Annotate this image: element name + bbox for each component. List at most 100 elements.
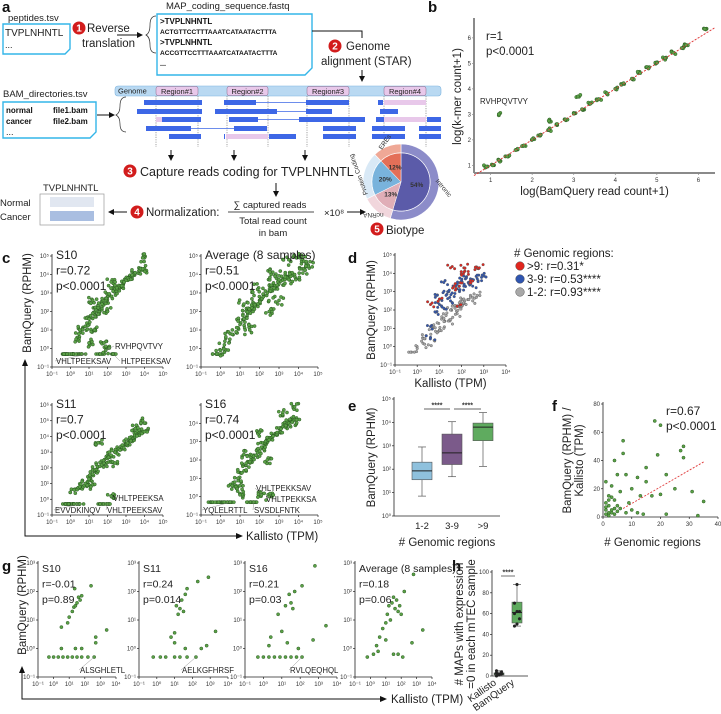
data-point [267, 643, 271, 648]
data-point [135, 434, 139, 438]
aligned-read [372, 134, 405, 139]
y-tick-label: 10⁴ [383, 270, 393, 277]
peptide-annotation: SVSDLFNTK [254, 506, 301, 515]
data-point [310, 265, 315, 269]
annotation-leader [78, 656, 95, 671]
data-point [604, 505, 608, 509]
data-point [462, 282, 466, 286]
data-point [87, 320, 92, 324]
data-point [172, 641, 177, 645]
data-point [644, 465, 648, 470]
y-tick-label: 10⁰ [343, 646, 353, 653]
data-point [140, 431, 144, 436]
data-point [65, 655, 70, 659]
data-point [100, 296, 104, 301]
y-tick-label: 10⁵ [382, 396, 392, 403]
data-point [287, 271, 292, 276]
y-axis-title: log(k-mer count+1) [452, 48, 464, 145]
data-point [76, 595, 81, 600]
data-point [283, 603, 288, 608]
data-point [684, 43, 688, 47]
data-point [113, 283, 117, 288]
data-point [268, 275, 272, 280]
y-axis-title: Kallisto (TPM) [574, 424, 586, 496]
data-point [75, 655, 79, 659]
annotation-leader [112, 353, 121, 362]
data-point [402, 589, 407, 594]
data-point [287, 592, 291, 597]
y-tick-label: 10⁰ [383, 344, 393, 351]
y-tick-label: 0 [597, 515, 601, 521]
data-point [415, 350, 419, 354]
x-tick-label: 10⁻¹ [46, 520, 58, 526]
data-point [255, 287, 260, 292]
genome-label: Genome [118, 87, 147, 96]
chart-stat: p<0.0001 [666, 419, 717, 433]
bam-file-box [2, 101, 97, 139]
data-point [111, 289, 115, 293]
data-point [440, 296, 444, 300]
bam-ellipsis: ... [6, 127, 14, 137]
aligned-read [169, 134, 201, 139]
y-tick-label: 10⁻¹ [23, 675, 35, 681]
data-point [259, 445, 264, 449]
x-tick-label: 10¹ [85, 520, 94, 526]
data-point [604, 512, 608, 516]
chart-c4: 10⁻¹ 10⁰ 10¹ 10² 10³ 10⁴ 10⁻¹ 10⁰ 10¹ 10² 10³ 10⁴ 10… [186, 397, 323, 526]
data-point [475, 273, 479, 277]
data-point [271, 307, 276, 311]
data-point [89, 584, 93, 588]
formula-denominator: Total read count [239, 216, 307, 227]
chart-stat: r=0.67 [666, 404, 701, 418]
data-point [292, 589, 297, 594]
data-point [555, 122, 560, 126]
data-point [294, 256, 299, 260]
y-tick-label: 10⁻¹ [380, 363, 392, 369]
panel-label-f: f [552, 398, 558, 415]
y-tick-label: 10⁻¹ [37, 365, 49, 371]
data-point [214, 352, 219, 356]
data-point [172, 631, 177, 635]
y-tick-label: 10³ [40, 450, 49, 456]
data-point [268, 635, 273, 639]
x-tick-label: 10⁻¹ [133, 682, 145, 688]
aligned-read [162, 117, 201, 122]
y-tick-label: 10² [189, 310, 198, 316]
data-point [248, 311, 253, 316]
data-point [232, 475, 237, 480]
x-tick-label: 10⁵ [313, 371, 323, 378]
aligned-read [306, 100, 349, 105]
data-point [291, 414, 296, 419]
data-point [394, 598, 399, 602]
chart-c2: 10⁻¹ 10⁰ 10¹ 10² 10³ 10⁴ 10⁵ 10⁻¹ 10⁰ 10¹ 10² 10³ 10… [186, 248, 323, 378]
bam-file-name: BAM_directories.tsv [3, 89, 88, 100]
y-tick-label: 10⁻¹ [124, 675, 136, 681]
data-point [271, 434, 275, 438]
data-point [140, 267, 145, 271]
data-point [222, 350, 227, 354]
y-tick-label: 10⁴ [40, 433, 50, 440]
chart-d: 10⁻¹ 10⁰ 10¹ 10² 10³ 10⁴ 10⁵ 10⁻¹ 10⁰ 10¹ 10² 10³ 10… [366, 248, 614, 390]
annotation-leader [105, 345, 115, 351]
x-tick-label: 10¹ [277, 682, 286, 688]
data-point [111, 464, 115, 469]
data-point [604, 479, 608, 484]
data-point [236, 316, 241, 321]
data-point [433, 338, 437, 342]
data-point [277, 274, 281, 278]
data-point [92, 482, 97, 487]
data-point [94, 297, 99, 301]
data-point [458, 288, 462, 292]
y-tick-label: 10⁰ [26, 646, 36, 653]
y-tick-label: 10¹ [382, 491, 391, 497]
data-point [612, 506, 617, 511]
y-axis-title: BamQuery (RPHM) [366, 260, 378, 360]
data-point [283, 655, 288, 659]
step-4-number: 4 [134, 208, 140, 219]
data-point [228, 337, 232, 342]
data-point [151, 655, 156, 659]
x-tick-label: 10¹ [85, 372, 94, 378]
data-point [78, 598, 82, 602]
data-point [243, 449, 248, 453]
y-tick-label: 6 [468, 36, 472, 42]
